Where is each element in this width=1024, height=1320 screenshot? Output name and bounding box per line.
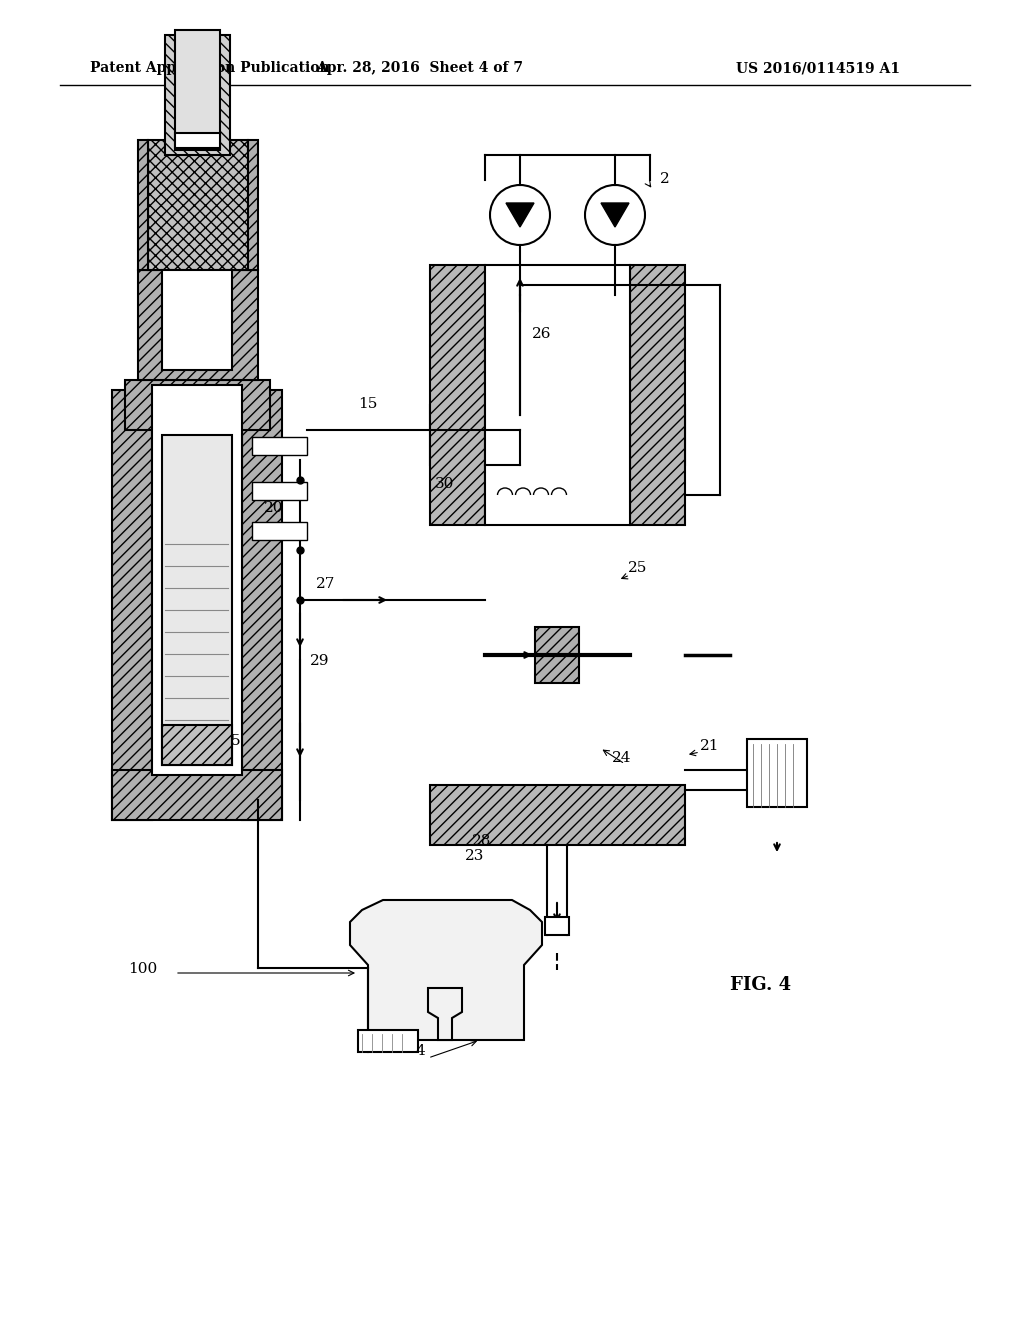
Bar <box>148 140 248 271</box>
Text: 4: 4 <box>415 1044 425 1059</box>
Text: 5: 5 <box>230 734 240 748</box>
Bar <box>138 140 148 271</box>
Bar <box>152 385 242 775</box>
Text: 25: 25 <box>628 561 647 576</box>
Bar <box>358 1030 418 1052</box>
Text: 24: 24 <box>612 751 632 766</box>
Text: 28: 28 <box>472 834 492 847</box>
Bar <box>175 133 220 148</box>
Polygon shape <box>428 987 462 1040</box>
Bar <box>125 380 270 430</box>
Polygon shape <box>506 203 534 227</box>
Polygon shape <box>601 203 629 227</box>
Bar <box>252 437 307 455</box>
Text: FIG. 4: FIG. 4 <box>730 975 792 994</box>
Polygon shape <box>350 900 542 1040</box>
Bar <box>545 917 569 935</box>
Bar <box>485 265 630 525</box>
Bar <box>430 405 685 465</box>
Bar <box>535 627 579 682</box>
Bar <box>252 521 307 540</box>
Bar <box>162 725 232 766</box>
Text: 20: 20 <box>263 502 283 515</box>
Bar <box>112 389 152 820</box>
Text: 100: 100 <box>128 962 158 975</box>
Bar <box>242 389 282 820</box>
Text: 30: 30 <box>435 477 455 491</box>
Bar <box>252 482 307 500</box>
Bar <box>430 265 485 525</box>
Bar <box>175 30 220 150</box>
Bar <box>746 739 807 807</box>
Text: 2: 2 <box>660 172 670 186</box>
Bar <box>138 271 258 380</box>
Bar <box>162 271 232 370</box>
Text: 27: 27 <box>316 577 336 591</box>
Bar <box>165 36 230 154</box>
Text: 23: 23 <box>465 849 484 863</box>
Bar <box>430 785 685 845</box>
Text: 21: 21 <box>700 739 720 752</box>
Text: 29: 29 <box>310 653 330 668</box>
Text: US 2016/0114519 A1: US 2016/0114519 A1 <box>736 61 900 75</box>
Bar <box>630 265 685 525</box>
Bar <box>248 140 258 271</box>
Bar <box>112 770 282 820</box>
Text: Patent Application Publication: Patent Application Publication <box>90 61 330 75</box>
Text: 15: 15 <box>358 397 378 411</box>
Text: Apr. 28, 2016  Sheet 4 of 7: Apr. 28, 2016 Sheet 4 of 7 <box>316 61 523 75</box>
Text: 26: 26 <box>532 327 552 341</box>
Bar <box>162 436 232 766</box>
